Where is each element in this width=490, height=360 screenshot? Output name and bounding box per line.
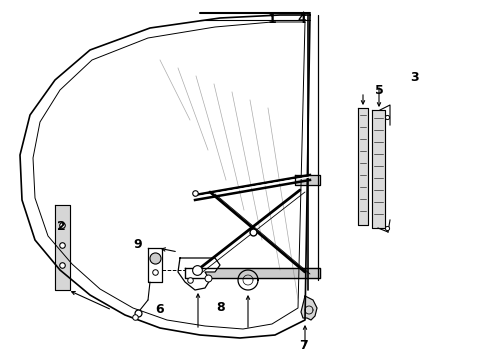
Polygon shape	[148, 248, 162, 282]
Text: 5: 5	[375, 84, 384, 96]
Polygon shape	[358, 108, 368, 225]
Text: 3: 3	[410, 71, 418, 84]
Polygon shape	[372, 110, 385, 228]
Text: 7: 7	[299, 339, 308, 352]
Text: 9: 9	[133, 238, 142, 251]
Polygon shape	[178, 258, 220, 290]
Text: 6: 6	[155, 303, 164, 316]
Text: 1: 1	[268, 13, 276, 26]
Text: 8: 8	[216, 301, 225, 314]
Polygon shape	[185, 268, 320, 278]
Text: 4: 4	[297, 13, 306, 26]
Polygon shape	[55, 205, 70, 290]
Text: 2: 2	[57, 220, 66, 233]
Polygon shape	[295, 175, 320, 185]
Polygon shape	[301, 296, 317, 320]
